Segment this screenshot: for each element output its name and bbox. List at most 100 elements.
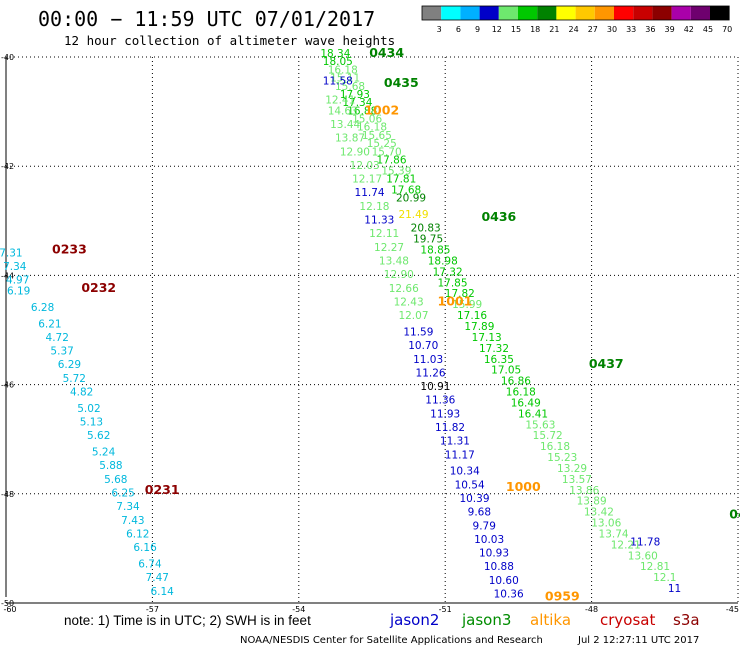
legend-jason2: jason2	[389, 611, 439, 629]
jason2-swh-value: 11.36	[425, 395, 455, 407]
jason2-swh-value: 12.43	[394, 296, 424, 308]
y-tick-labels: -40 -42 -44 -46 -48 -50	[1, 53, 14, 608]
color-scale-label: 15	[511, 25, 521, 34]
jason2-swh-value: 12.90	[340, 146, 370, 158]
jason3-swh-value: 15.65	[362, 130, 392, 142]
pass-time-label: 1001	[438, 293, 473, 308]
color-scale-swatch	[518, 6, 538, 20]
footer-timestamp: Jul 2 12:27:11 UTC 2017	[577, 635, 699, 646]
jason2-swh-value: 11.59	[403, 326, 433, 338]
s3a-swh-value: 6.16	[133, 542, 157, 554]
y-tick-label: -42	[1, 162, 14, 171]
jason3-swh-value: 16.18	[328, 64, 358, 76]
jason3-swh-value: 18.85	[420, 245, 450, 257]
legend-jason3: jason3	[461, 611, 511, 629]
jason3-swh-value: 15.70	[372, 146, 402, 158]
s3a-swh-value: 6.29	[58, 359, 81, 371]
color-scale-label: 24	[569, 25, 579, 34]
s3a-swh-value: 6.14	[150, 586, 174, 598]
chart-title: 00:00 − 11:59 UTC 07/01/2017	[38, 7, 375, 31]
jason3-swh-value: 17.85	[437, 277, 467, 289]
jason2-swh-value: 13.87	[335, 133, 365, 145]
jason3-swh-value: 15.11	[330, 73, 360, 85]
chart-subtitle: 12 hour collection of altimeter wave hei…	[64, 33, 395, 48]
s3a-swh-value: 4.82	[70, 387, 93, 399]
jason2-swh-value: 10.36	[494, 589, 524, 601]
pass-time-label: 04	[729, 506, 740, 521]
jason3-swh-value: 17.13	[472, 332, 502, 344]
jason3-swh-value: 13.86	[569, 485, 599, 497]
pass-time-label: 0959	[545, 588, 580, 603]
jason2-swh-value: 12.27	[374, 242, 404, 254]
color-scale-label: 30	[607, 25, 617, 34]
y-tick-label: -48	[1, 490, 14, 499]
jason3-swh-value: 17.32	[433, 266, 463, 278]
x-tick-label: -51	[439, 605, 452, 614]
color-scale-label: 39	[665, 25, 675, 34]
color-scale-label: 9	[475, 25, 480, 34]
jason2-swh-value: 11.03	[413, 354, 443, 366]
y-tick-label: -50	[1, 599, 14, 608]
color-scale-swatch	[556, 6, 576, 20]
jason3-swh-value: 11	[668, 583, 681, 595]
jason3-swh-value: 15.99	[452, 299, 482, 311]
jason3-swh-value: 17.05	[491, 365, 521, 377]
jason3-swh-value: 16.88	[347, 105, 377, 117]
plot-frame	[5, 57, 738, 604]
s3a-swh-value: 4.72	[46, 332, 69, 344]
jason2-swh-value: 10.34	[450, 466, 480, 478]
pass-time-label: 0434	[369, 45, 404, 60]
color-scale-label: 21	[549, 25, 559, 34]
pass-time-labels: 0233 0232 0231 0434 0435 1002 0436 1001 0437 1000…	[52, 45, 740, 603]
s3a-swh-value: 6.19	[7, 286, 30, 298]
jason3-swh-value: 20.99	[396, 193, 426, 205]
jason3-swh-value: 17.93	[340, 89, 370, 101]
jason2-swh-value: 14.63	[328, 105, 358, 117]
jason3-swh-value: 13.74	[599, 528, 629, 540]
x-tick-label: -54	[292, 605, 305, 614]
jason3-swh-value: 17.86	[376, 154, 406, 166]
s3a-swh-value: 7.31	[0, 247, 23, 259]
x-tick-label: -45	[726, 605, 739, 614]
jason3-swh-value: 15.72	[533, 430, 563, 442]
jason2-swh-value: 11.31	[440, 436, 470, 448]
jason2-swh-value: 10.39	[459, 493, 489, 505]
jason3-swh-value: 16.18	[506, 387, 536, 399]
jason3-swh-value: 12.1	[653, 572, 676, 584]
color-scale-swatch	[690, 6, 710, 20]
jason2-swh-value: 11.17	[445, 449, 475, 461]
jason2-swh-value: 12.18	[359, 201, 389, 213]
jason3-swh-value: 16.18	[540, 441, 570, 453]
s3a-swh-value: 5.88	[99, 460, 122, 472]
jason2-swh-value: 11.74	[355, 187, 385, 199]
color-scale-border	[421, 5, 730, 21]
pass-time-label: 1002	[364, 102, 399, 117]
color-scale-label: 36	[645, 25, 655, 34]
color-scale-swatch	[441, 6, 461, 20]
jason3-swh-value: 20.83	[411, 223, 441, 235]
jason3-swh-value: 12.81	[640, 561, 670, 573]
jason3-swh-value: 11.78	[630, 537, 660, 549]
y-tick-label: -46	[1, 381, 14, 390]
jason3-swh-value: 17.82	[445, 288, 475, 300]
color-scale-swatch	[671, 6, 691, 20]
jason3-swh-value: 15.23	[547, 452, 577, 464]
color-scale-label: 18	[530, 25, 540, 34]
pass-time-label: 0437	[589, 356, 624, 371]
jason3-swh-value: 13.89	[577, 496, 607, 508]
satellite-legend: jason2 jason3 altika cryosat s3a	[389, 611, 700, 629]
jason3-swh-value: 16.35	[484, 354, 514, 366]
color-scale-label: 70	[722, 25, 732, 34]
grid-lines	[6, 56, 739, 604]
jason3-swh-value: 18.05	[323, 56, 353, 68]
s3a-swh-value: 4.97	[6, 275, 29, 287]
jason3-swh-value: 17.34	[342, 97, 372, 109]
color-scale-label: 6	[456, 25, 461, 34]
footer-credit: NOAA/NESDIS Center for Satellite Applica…	[240, 635, 543, 646]
s3a-swh-value: 7.34	[116, 501, 140, 513]
color-scale-label: 45	[703, 25, 713, 34]
jason2-swh-value: 12.17	[352, 174, 382, 186]
jason2-swh-value: 10.91	[420, 381, 450, 393]
jason3-swh-value: 13.60	[628, 550, 658, 562]
s3a-swh-value: 6.74	[138, 559, 162, 571]
